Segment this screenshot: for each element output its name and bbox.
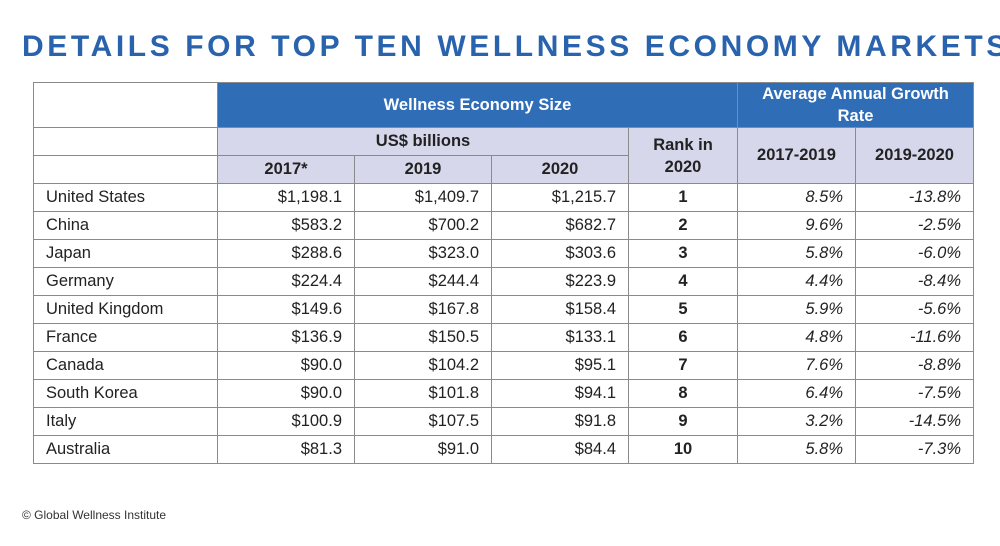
header-growth-2017-2019: 2017-2019 (737, 127, 856, 184)
copyright-credit: © Global Wellness Institute (22, 508, 167, 522)
cell-growth-2017-2019: 6.4% (737, 379, 856, 408)
header-blank-cell (33, 127, 218, 156)
cell-size-2017: $90.0 (217, 379, 355, 408)
cell-size-2017: $81.3 (217, 435, 355, 464)
table-row: Italy $100.9 $107.5 $91.8 9 3.2% -14.5% (33, 407, 975, 436)
cell-size-2020: $682.7 (491, 211, 629, 240)
cell-country: South Korea (33, 379, 218, 408)
table-body: United States $1,198.1 $1,409.7 $1,215.7 1 8.… (33, 183, 975, 464)
cell-size-2019: $167.8 (354, 295, 492, 324)
cell-country: United States (33, 183, 218, 212)
cell-growth-2019-2020: -13.8% (854, 183, 975, 212)
cell-size-2017: $100.9 (217, 407, 355, 436)
cell-size-2020: $223.9 (491, 267, 629, 296)
cell-country: Japan (33, 239, 218, 268)
cell-rank: 1 (628, 183, 738, 212)
page-title: DETAILS FOR TOP TEN WELLNESS ECONOMY MAR… (22, 30, 1000, 63)
cell-rank: 2 (628, 211, 738, 240)
cell-growth-2019-2020: -8.4% (854, 267, 975, 296)
cell-size-2020: $1,215.7 (491, 183, 629, 212)
cell-size-2019: $244.4 (354, 267, 492, 296)
table-row: United States $1,198.1 $1,409.7 $1,215.7 1 8.… (33, 183, 975, 212)
cell-size-2019: $101.8 (354, 379, 492, 408)
cell-growth-2019-2020: -11.6% (854, 323, 975, 352)
header-growth-group: Average Annual Growth Rate (736, 82, 975, 128)
wellness-economy-table: Wellness Economy Size Average Annual Gro… (33, 82, 975, 464)
cell-country: Germany (33, 267, 218, 296)
cell-size-2020: $95.1 (491, 351, 629, 380)
header-year-2019: 2019 (354, 155, 492, 184)
cell-rank: 10 (628, 435, 738, 464)
cell-rank: 3 (628, 239, 738, 268)
cell-country: Canada (33, 351, 218, 380)
cell-size-2017: $288.6 (217, 239, 355, 268)
cell-rank: 9 (628, 407, 738, 436)
cell-size-2017: $149.6 (217, 295, 355, 324)
cell-country: Australia (33, 435, 218, 464)
cell-size-2017: $90.0 (217, 351, 355, 380)
cell-growth-2019-2020: -2.5% (854, 211, 975, 240)
header-year-2020: 2020 (491, 155, 629, 184)
table-row: Germany $224.4 $244.4 $223.9 4 4.4% -8.4% (33, 267, 975, 296)
cell-rank: 7 (628, 351, 738, 380)
cell-rank: 6 (628, 323, 738, 352)
cell-growth-2017-2019: 5.9% (737, 295, 856, 324)
cell-growth-2019-2020: -5.6% (854, 295, 975, 324)
cell-rank: 5 (628, 295, 738, 324)
cell-size-2019: $323.0 (354, 239, 492, 268)
cell-rank: 4 (628, 267, 738, 296)
cell-size-2017: $583.2 (217, 211, 355, 240)
cell-growth-2017-2019: 4.8% (737, 323, 856, 352)
cell-growth-2019-2020: -14.5% (854, 407, 975, 436)
cell-growth-2017-2019: 3.2% (737, 407, 856, 436)
table-row: South Korea $90.0 $101.8 $94.1 8 6.4% -7.5% (33, 379, 975, 408)
cell-growth-2017-2019: 5.8% (737, 435, 856, 464)
header-blank-cell (33, 155, 218, 184)
cell-size-2019: $150.5 (354, 323, 492, 352)
header-rank: Rank in 2020 (628, 127, 738, 184)
header-blank-cell (33, 82, 218, 128)
cell-country: United Kingdom (33, 295, 218, 324)
cell-growth-2017-2019: 5.8% (737, 239, 856, 268)
header-growth-2019-2020: 2019-2020 (854, 127, 975, 184)
cell-size-2017: $224.4 (217, 267, 355, 296)
cell-growth-2019-2020: -8.8% (854, 351, 975, 380)
cell-size-2017: $136.9 (217, 323, 355, 352)
table-row: Canada $90.0 $104.2 $95.1 7 7.6% -8.8% (33, 351, 975, 380)
cell-growth-2019-2020: -7.5% (854, 379, 975, 408)
cell-growth-2017-2019: 7.6% (737, 351, 856, 380)
cell-growth-2019-2020: -6.0% (854, 239, 975, 268)
header-units: US$ billions (217, 127, 629, 156)
table-row: Australia $81.3 $91.0 $84.4 10 5.8% -7.3% (33, 435, 975, 464)
table-row: China $583.2 $700.2 $682.7 2 9.6% -2.5% (33, 211, 975, 240)
header-year-2017: 2017* (217, 155, 355, 184)
cell-size-2020: $158.4 (491, 295, 629, 324)
header-size-group: Wellness Economy Size (217, 82, 738, 128)
cell-growth-2017-2019: 9.6% (737, 211, 856, 240)
table-row: France $136.9 $150.5 $133.1 6 4.8% -11.6% (33, 323, 975, 352)
cell-size-2020: $133.1 (491, 323, 629, 352)
cell-size-2017: $1,198.1 (217, 183, 355, 212)
cell-size-2020: $91.8 (491, 407, 629, 436)
cell-country: France (33, 323, 218, 352)
cell-growth-2017-2019: 4.4% (737, 267, 856, 296)
cell-size-2019: $104.2 (354, 351, 492, 380)
table-row: Japan $288.6 $323.0 $303.6 3 5.8% -6.0% (33, 239, 975, 268)
cell-growth-2019-2020: -7.3% (854, 435, 975, 464)
cell-size-2019: $1,409.7 (354, 183, 492, 212)
cell-size-2020: $84.4 (491, 435, 629, 464)
cell-size-2019: $91.0 (354, 435, 492, 464)
cell-size-2020: $303.6 (491, 239, 629, 268)
cell-size-2020: $94.1 (491, 379, 629, 408)
cell-country: China (33, 211, 218, 240)
cell-rank: 8 (628, 379, 738, 408)
table-row: United Kingdom $149.6 $167.8 $158.4 5 5.9% -5.… (33, 295, 975, 324)
cell-size-2019: $107.5 (354, 407, 492, 436)
cell-size-2019: $700.2 (354, 211, 492, 240)
cell-growth-2017-2019: 8.5% (737, 183, 856, 212)
cell-country: Italy (33, 407, 218, 436)
